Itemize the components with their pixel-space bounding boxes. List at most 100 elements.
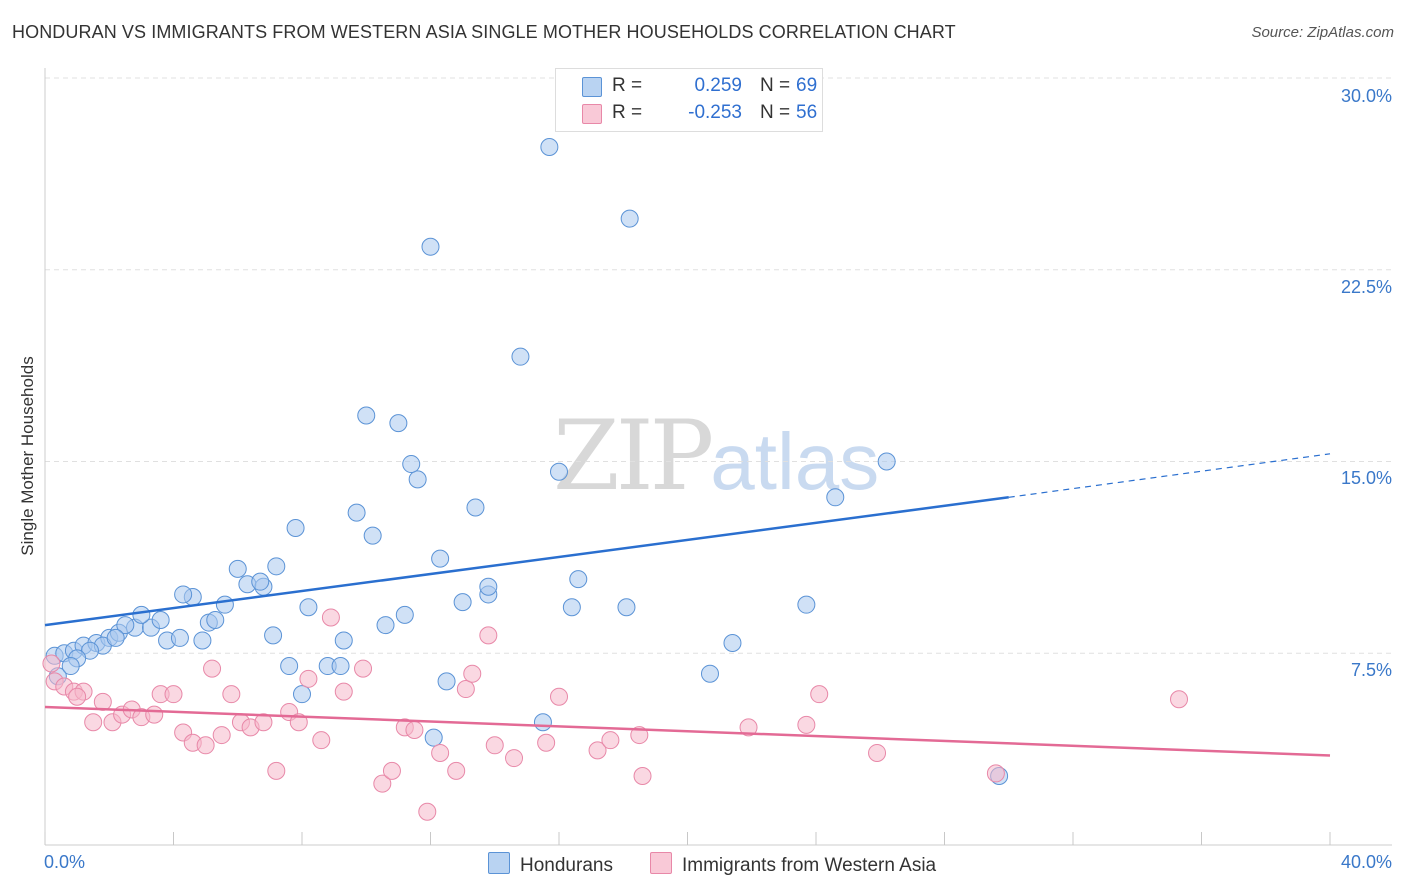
point-hondurans-32 — [511, 347, 530, 366]
point-hondurans-68 — [61, 657, 80, 676]
point-western-asia-54 — [68, 687, 87, 706]
point-western-asia-35 — [431, 743, 450, 762]
bottom-legend-swatch-western-asia — [650, 852, 672, 874]
legend-n-value-western-asia: 56 — [796, 102, 818, 123]
x-tick-label-max: 40.0% — [1340, 852, 1392, 872]
point-western-asia-55 — [42, 654, 61, 673]
point-hondurans-19 — [299, 598, 318, 617]
point-western-asia-31 — [382, 761, 401, 780]
point-western-asia-17 — [212, 726, 231, 745]
point-western-asia-41 — [505, 749, 524, 768]
point-hondurans-28 — [437, 672, 456, 691]
legend-r-value-western-asia: -0.253 — [688, 102, 742, 123]
point-western-asia-50 — [810, 685, 829, 704]
point-hondurans-57 — [431, 549, 450, 568]
point-western-asia-33 — [405, 720, 424, 739]
point-western-asia-10 — [145, 705, 164, 724]
point-hondurans-50 — [116, 616, 135, 635]
point-western-asia-29 — [354, 659, 373, 678]
point-western-asia-21 — [254, 713, 273, 732]
point-western-asia-34 — [418, 802, 437, 821]
point-western-asia-24 — [289, 713, 308, 732]
point-hondurans-30 — [466, 498, 485, 517]
point-western-asia-48 — [739, 718, 758, 737]
bottom-legend-swatch-hondurans — [488, 852, 510, 874]
legend-swatch-western-asia — [582, 104, 602, 124]
legend-swatch-hondurans — [582, 77, 602, 97]
point-hondurans-42 — [389, 414, 408, 433]
point-hondurans-34 — [533, 713, 552, 732]
point-western-asia-16 — [203, 659, 222, 678]
point-western-asia-15 — [196, 736, 215, 755]
bottom-legend-western-asia: Immigrants from Western Asia — [650, 852, 936, 877]
legend-n-value-hondurans: 69 — [796, 75, 818, 96]
legend-r-label: R = — [612, 75, 643, 96]
legend-n-label: N = — [760, 102, 791, 123]
point-hondurans-55 — [132, 605, 151, 624]
point-hondurans-27 — [424, 728, 443, 747]
point-hondurans-24 — [376, 616, 395, 635]
point-western-asia-47 — [633, 766, 652, 785]
legend-r-value-hondurans: 0.259 — [694, 75, 742, 96]
y-tick-label-15: 15.0% — [1340, 468, 1392, 488]
bottom-legend-label-hondurans: Hondurans — [520, 855, 613, 876]
point-western-asia-28 — [334, 682, 353, 701]
point-western-asia-25 — [299, 669, 318, 688]
point-hondurans-56 — [251, 572, 270, 591]
point-hondurans-59 — [700, 664, 719, 683]
point-hondurans-37 — [569, 570, 588, 589]
point-hondurans-39 — [620, 209, 639, 228]
point-hondurans-35 — [550, 462, 568, 481]
point-western-asia-30 — [373, 774, 392, 793]
bottom-legend-hondurans: Hondurans — [488, 852, 613, 877]
point-hondurans-29 — [453, 593, 472, 612]
trendline-hondurans — [44, 496, 1009, 627]
point-western-asia-45 — [601, 731, 620, 750]
y-tick-label-22-5: 22.5% — [1340, 277, 1392, 297]
point-hondurans-67 — [264, 626, 283, 645]
point-hondurans-18 — [286, 518, 305, 537]
trendline-hondurans-extension — [1008, 453, 1331, 498]
point-western-asia-18 — [222, 685, 241, 704]
point-hondurans-61 — [797, 595, 816, 614]
point-hondurans-23 — [363, 526, 382, 545]
point-hondurans-60 — [723, 634, 742, 653]
point-western-asia-27 — [321, 608, 340, 627]
y-tick-label-7-5: 7.5% — [1350, 660, 1392, 680]
point-hondurans-10 — [170, 628, 189, 647]
point-western-asia-40 — [485, 736, 504, 755]
point-hondurans-36 — [562, 598, 581, 617]
point-hondurans-40 — [421, 237, 440, 256]
point-hondurans-17 — [267, 557, 286, 576]
bottom-legend-label-western-asia: Immigrants from Western Asia — [682, 855, 937, 876]
point-hondurans-41 — [357, 406, 376, 425]
point-western-asia-37 — [456, 680, 475, 699]
point-hondurans-38 — [617, 598, 636, 617]
point-western-asia-44 — [588, 741, 607, 760]
point-hondurans-44 — [331, 657, 350, 676]
point-hondurans-14 — [228, 559, 247, 578]
point-hondurans-45 — [293, 685, 311, 704]
point-western-asia-42 — [537, 733, 556, 752]
point-western-asia-52 — [986, 764, 1005, 783]
point-western-asia-22 — [267, 761, 286, 780]
point-hondurans-47 — [206, 611, 225, 630]
point-hondurans-22 — [347, 503, 366, 522]
point-hondurans-13 — [215, 595, 234, 614]
point-western-asia-43 — [550, 687, 568, 706]
legend-r-label: R = — [612, 102, 643, 123]
point-western-asia-26 — [312, 731, 331, 750]
point-hondurans-65 — [106, 628, 125, 647]
point-hondurans-26 — [408, 470, 427, 489]
point-hondurans-63 — [877, 452, 896, 471]
source-credit: Source: ZipAtlas.com — [1251, 24, 1394, 41]
point-western-asia-39 — [479, 626, 498, 645]
point-hondurans-46 — [280, 657, 299, 676]
point-western-asia-36 — [447, 761, 466, 780]
legend-n-label: N = — [760, 75, 791, 96]
y-tick-label-30: 30.0% — [1340, 86, 1392, 106]
watermark: ZIPatlas — [553, 400, 879, 512]
trendline-western-asia — [44, 705, 1331, 757]
point-western-asia-12 — [164, 685, 183, 704]
